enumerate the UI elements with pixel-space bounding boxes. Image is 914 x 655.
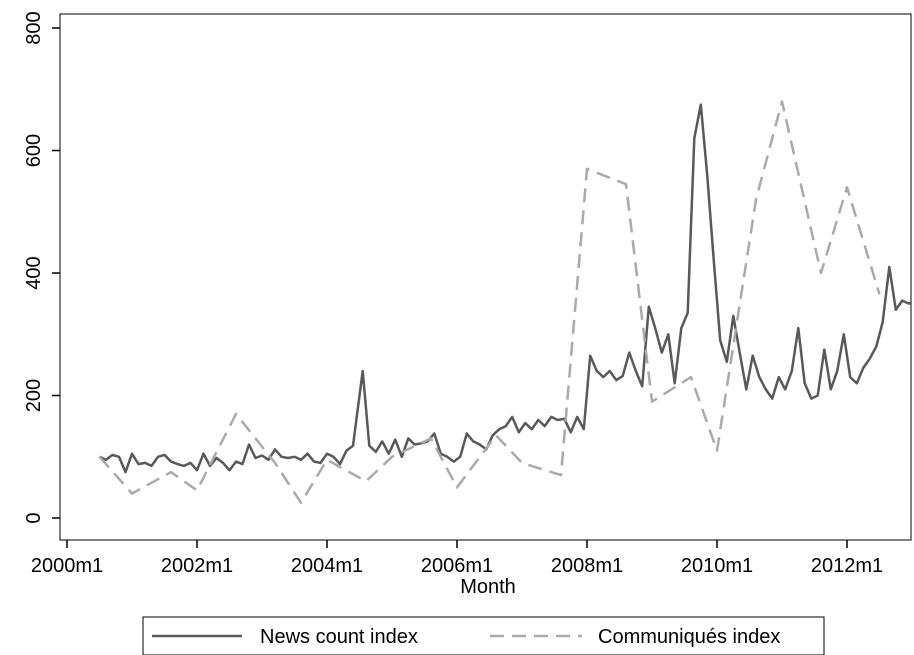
series-line-0 [98, 103, 911, 474]
y-tick-label-2: 400 [23, 256, 45, 289]
x-tick-label-2: 2004m1 [291, 555, 363, 577]
x-axis: 2000m1 2002m1 2004m1 2006m1 2008m1 2010m1 2012… [31, 540, 883, 577]
x-tick-label-3: 2006m1 [421, 555, 493, 577]
x-tick-label-4: 2008m1 [551, 555, 623, 577]
plot-border [59, 13, 912, 541]
legend-label-0: News count index [260, 626, 418, 648]
series-layer [98, 100, 911, 504]
legend-label-1: Communiqués index [598, 626, 780, 648]
x-tick-label-5: 2010m1 [681, 555, 753, 577]
plot-frame [59, 13, 912, 541]
y-tick-label-4: 800 [23, 11, 45, 44]
y-tick-label-1: 200 [23, 379, 45, 412]
x-tick-label-6: 2012m1 [811, 555, 883, 577]
x-axis-title: Month [460, 576, 516, 598]
y-axis: 0 200 400 600 800 [23, 11, 60, 524]
legend-box [142, 616, 825, 655]
x-tick-label-0: 2000m1 [31, 555, 103, 577]
x-tick-label-1: 2002m1 [161, 555, 233, 577]
y-tick-label-3: 600 [23, 134, 45, 167]
y-tick-label-0: 0 [23, 512, 45, 523]
legend: News count index Communiqués index [142, 616, 825, 655]
series-line-1 [98, 100, 881, 504]
